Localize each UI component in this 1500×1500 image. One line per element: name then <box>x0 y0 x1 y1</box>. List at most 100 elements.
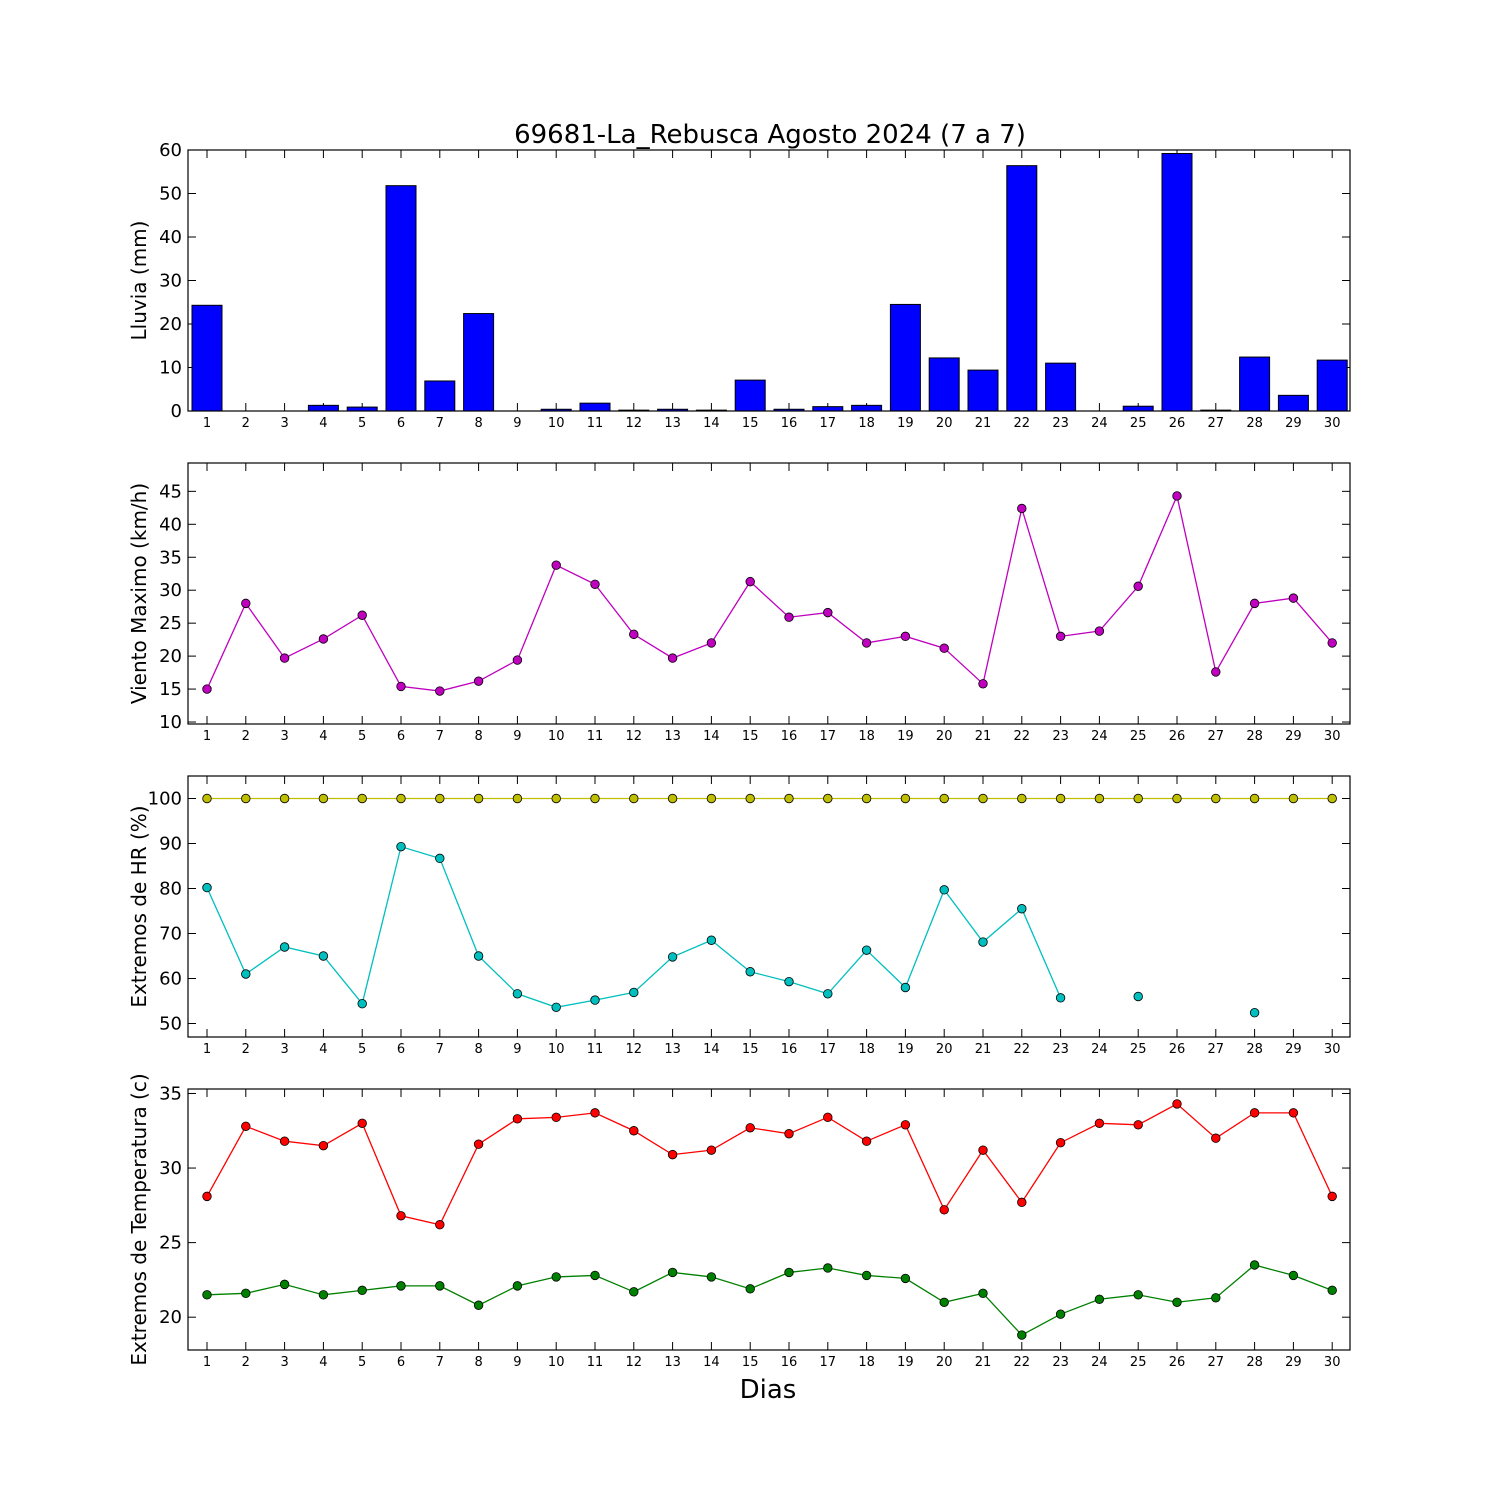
data-point <box>357 1285 367 1296</box>
data-point <box>241 598 251 609</box>
x-tick-label: 6 <box>397 1042 405 1057</box>
data-point <box>318 1290 329 1300</box>
data-point <box>590 995 600 1005</box>
data-point <box>1327 1191 1337 1202</box>
data-point <box>396 841 406 852</box>
x-tick-label: 17 <box>820 729 837 744</box>
x-tick-label: 23 <box>1052 416 1069 431</box>
y-tick-label: 40 <box>159 514 182 535</box>
rain-bar <box>307 404 339 412</box>
x-tick-label: 11 <box>587 729 604 744</box>
series-line-2 <box>206 1264 1333 1336</box>
data-point <box>784 1267 794 1278</box>
x-tick-label: 3 <box>280 1042 288 1057</box>
x-tick-label: 3 <box>280 729 288 744</box>
data-point <box>1017 904 1027 914</box>
y-tick-label: 70 <box>159 924 182 945</box>
y-tick-label: 35 <box>159 547 182 568</box>
x-tick-label: 27 <box>1208 729 1225 744</box>
x-tick-label: 4 <box>319 416 327 431</box>
rain-bar <box>1277 394 1309 412</box>
rain-bar <box>889 303 921 412</box>
data-point <box>279 793 290 804</box>
data-point <box>1288 593 1299 603</box>
x-tick-label: 28 <box>1246 1355 1263 1370</box>
data-point <box>202 1191 212 1202</box>
data-point <box>1249 1260 1260 1270</box>
data-point <box>1017 1197 1027 1208</box>
data-point <box>629 1287 639 1297</box>
y-tick-label: 60 <box>159 969 182 990</box>
x-tick-label: 6 <box>397 1355 405 1370</box>
x-tick-label: 19 <box>897 1355 914 1370</box>
x-tick-label: 1 <box>203 729 211 744</box>
x-tick-label: 29 <box>1285 416 1302 431</box>
y-tick-label: 20 <box>159 314 182 335</box>
x-tick-label: 15 <box>742 729 759 744</box>
data-point <box>745 793 755 804</box>
x-tick-label: 29 <box>1285 1042 1302 1057</box>
x-tick-label: 17 <box>820 1355 837 1370</box>
y-tick-label: 50 <box>159 184 182 205</box>
data-point <box>629 629 639 640</box>
data-point <box>1211 1133 1221 1143</box>
x-tick-label: 18 <box>858 416 875 431</box>
data-point <box>1327 638 1337 648</box>
x-tick-label: 2 <box>242 1042 250 1057</box>
data-point <box>939 643 949 653</box>
x-tick-label: 26 <box>1169 416 1186 431</box>
data-point <box>667 1267 678 1278</box>
data-point <box>1249 1108 1260 1118</box>
y-axis-label: Lluvia (mm) <box>127 221 151 341</box>
data-point <box>861 945 872 955</box>
y-tick-label: 50 <box>159 1014 182 1035</box>
data-point <box>241 1121 251 1131</box>
x-tick-label: 30 <box>1324 729 1341 744</box>
data-point <box>473 1139 484 1149</box>
x-tick-label: 4 <box>319 1355 327 1370</box>
x-tick-label: 5 <box>358 1355 366 1370</box>
data-point <box>667 1149 678 1160</box>
data-point <box>1172 793 1182 804</box>
data-point <box>202 684 212 694</box>
data-point <box>435 793 445 804</box>
data-point <box>1133 1120 1143 1130</box>
x-tick-label: 4 <box>319 729 327 744</box>
data-point <box>318 951 329 961</box>
x-tick-label: 9 <box>513 729 521 744</box>
data-point <box>590 1108 600 1118</box>
x-tick-label: 20 <box>936 416 953 431</box>
data-point <box>1055 993 1066 1003</box>
data-point <box>1133 581 1143 591</box>
rain-bar <box>1239 356 1271 412</box>
x-tick-label: 3 <box>280 416 288 431</box>
x-tick-label: 19 <box>897 1042 914 1057</box>
data-point <box>1017 503 1027 514</box>
data-point <box>939 793 949 804</box>
data-point <box>241 969 251 979</box>
x-tick-label: 5 <box>358 1042 366 1057</box>
x-tick-label: 8 <box>474 416 482 431</box>
x-tick-label: 21 <box>975 1042 992 1057</box>
y-tick-label: 60 <box>159 140 182 161</box>
x-tick-label: 14 <box>703 1042 720 1057</box>
data-point <box>1094 793 1105 804</box>
data-point <box>861 638 872 648</box>
x-tick-label: 26 <box>1169 1042 1186 1057</box>
x-tick-label: 10 <box>548 416 565 431</box>
data-point <box>590 579 600 589</box>
data-point <box>900 1120 911 1130</box>
rain-bar <box>463 313 495 412</box>
data-point <box>473 951 484 961</box>
y-tick-label: 35 <box>159 1083 182 1104</box>
y-axis-label: Extremos de Temperatura (c) <box>127 1073 151 1365</box>
x-tick-label: 23 <box>1052 1355 1069 1370</box>
rain-bar <box>385 185 417 412</box>
x-tick-label: 26 <box>1169 1355 1186 1370</box>
plot-frame <box>187 1088 1351 1351</box>
data-point <box>629 793 639 804</box>
x-tick-label: 1 <box>203 1355 211 1370</box>
